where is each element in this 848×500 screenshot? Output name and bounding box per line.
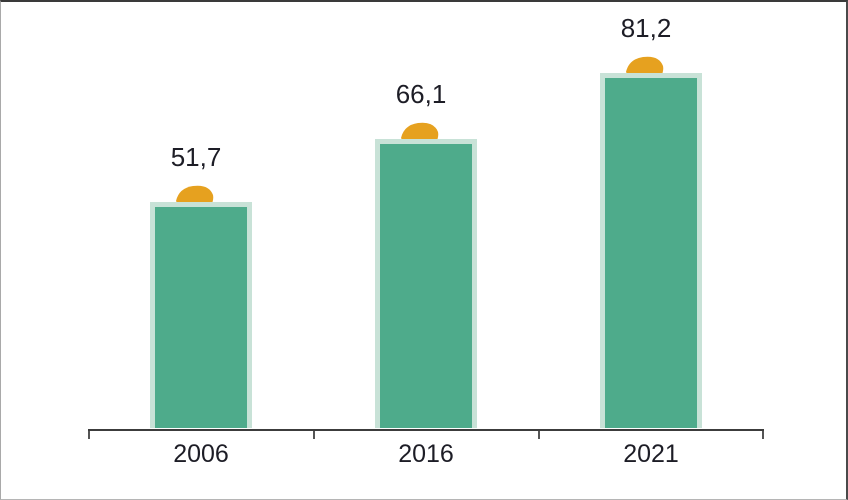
x-axis-label: 2006 bbox=[173, 440, 229, 468]
value-label: 81,2 bbox=[620, 13, 672, 43]
bar bbox=[150, 202, 252, 428]
leaf-icon bbox=[401, 122, 439, 155]
axis-tick bbox=[762, 431, 764, 439]
bar bbox=[600, 73, 702, 428]
value-label: 66,1 bbox=[395, 79, 447, 109]
axis-tick bbox=[88, 431, 90, 439]
axis-tick bbox=[313, 431, 315, 439]
x-axis-label: 2021 bbox=[623, 440, 679, 468]
bar-group: 81,2 bbox=[571, 8, 731, 428]
bar bbox=[375, 139, 477, 428]
x-axis-line bbox=[88, 429, 764, 431]
axis-tick bbox=[538, 431, 540, 439]
value-label: 51,7 bbox=[170, 142, 222, 172]
x-axis-label: 2016 bbox=[398, 440, 454, 468]
bar-group: 51,7 bbox=[121, 8, 281, 428]
leaf-icon bbox=[626, 56, 664, 89]
leaf-icon bbox=[176, 185, 214, 218]
bar-group: 66,1 bbox=[346, 8, 506, 428]
